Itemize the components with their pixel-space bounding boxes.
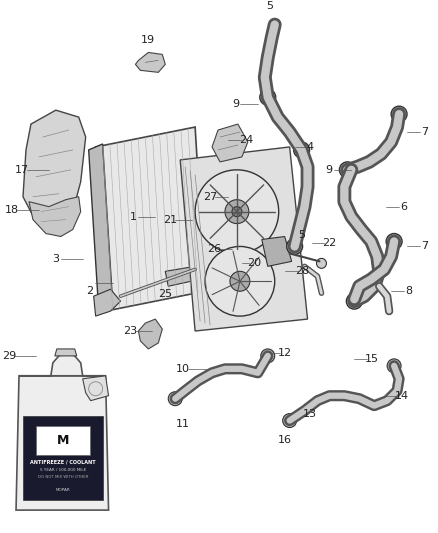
Text: 5 YEAR / 100,000 MILE: 5 YEAR / 100,000 MILE <box>40 469 86 472</box>
Circle shape <box>264 93 272 101</box>
Polygon shape <box>23 110 86 227</box>
FancyBboxPatch shape <box>36 425 90 455</box>
Text: 17: 17 <box>15 165 29 175</box>
Polygon shape <box>88 144 113 309</box>
Circle shape <box>291 243 299 251</box>
Circle shape <box>225 200 249 223</box>
Circle shape <box>346 293 362 309</box>
Circle shape <box>286 238 303 254</box>
Text: 1: 1 <box>130 212 136 222</box>
Text: 13: 13 <box>303 409 317 418</box>
Circle shape <box>386 233 402 249</box>
Circle shape <box>195 170 279 253</box>
Circle shape <box>391 106 407 122</box>
Circle shape <box>205 246 275 316</box>
Text: 2: 2 <box>87 286 94 296</box>
Text: 9: 9 <box>232 99 239 109</box>
Text: 27: 27 <box>203 192 217 201</box>
Text: 28: 28 <box>296 266 310 276</box>
Text: 12: 12 <box>278 348 292 358</box>
FancyBboxPatch shape <box>23 416 102 500</box>
Text: 4: 4 <box>306 142 313 152</box>
Circle shape <box>387 359 401 373</box>
Text: 14: 14 <box>395 391 409 401</box>
Polygon shape <box>55 349 77 356</box>
Text: M: M <box>57 434 69 447</box>
Circle shape <box>339 162 355 178</box>
Text: 25: 25 <box>158 289 172 299</box>
Circle shape <box>293 142 310 158</box>
Text: 8: 8 <box>406 286 413 296</box>
Polygon shape <box>29 197 81 237</box>
Text: 29: 29 <box>2 351 16 361</box>
Polygon shape <box>19 353 106 376</box>
Circle shape <box>261 349 275 363</box>
Text: 24: 24 <box>239 135 253 145</box>
Text: 15: 15 <box>365 354 379 364</box>
Circle shape <box>297 146 306 154</box>
Polygon shape <box>180 147 307 331</box>
Text: ANTIFREEZE / COOLANT: ANTIFREEZE / COOLANT <box>30 460 95 465</box>
Polygon shape <box>165 266 200 286</box>
Text: 3: 3 <box>52 254 59 264</box>
Text: 19: 19 <box>141 35 155 44</box>
Text: 9: 9 <box>325 165 332 175</box>
Text: 26: 26 <box>207 245 221 254</box>
Text: 11: 11 <box>176 418 190 429</box>
Text: 5: 5 <box>266 1 273 11</box>
Text: DO NOT MIX WITH OTHER: DO NOT MIX WITH OTHER <box>38 475 88 479</box>
Text: 18: 18 <box>5 205 19 215</box>
Polygon shape <box>83 376 109 401</box>
Text: 5: 5 <box>298 230 305 239</box>
Circle shape <box>168 392 182 406</box>
Text: 23: 23 <box>123 326 137 336</box>
Text: 16: 16 <box>278 435 292 446</box>
Polygon shape <box>138 319 162 349</box>
Polygon shape <box>135 52 165 72</box>
Polygon shape <box>95 127 205 311</box>
Circle shape <box>232 207 242 216</box>
Text: 22: 22 <box>322 238 336 248</box>
Circle shape <box>283 414 297 427</box>
Circle shape <box>317 259 326 268</box>
Polygon shape <box>16 376 109 510</box>
Text: 7: 7 <box>421 127 428 137</box>
Text: MOPAR: MOPAR <box>56 488 70 492</box>
Text: 20: 20 <box>247 259 261 269</box>
Polygon shape <box>212 124 248 162</box>
Text: 6: 6 <box>401 201 408 212</box>
Text: 21: 21 <box>162 215 177 224</box>
Polygon shape <box>262 237 292 266</box>
Polygon shape <box>94 289 120 316</box>
Text: 7: 7 <box>421 241 428 252</box>
Text: 10: 10 <box>176 364 190 374</box>
Circle shape <box>230 271 250 291</box>
Circle shape <box>260 89 276 105</box>
